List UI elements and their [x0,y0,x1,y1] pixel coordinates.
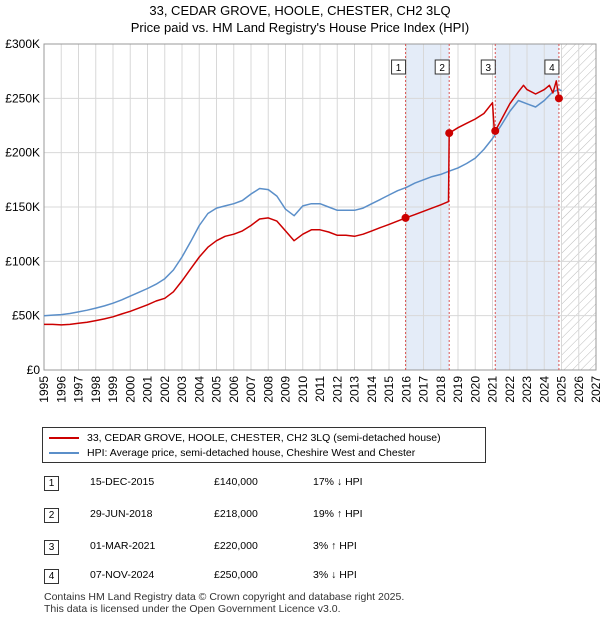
x-tick-label: 2021 [486,376,500,403]
x-tick-label: 2020 [468,376,482,403]
hpi-series-line [43,88,562,317]
sale-point [491,126,500,135]
sale-point [445,129,454,138]
x-tick-label: 1998 [89,376,103,403]
x-tick-label: 2019 [451,376,465,403]
legend-swatch-property [49,436,79,439]
transaction-number: 3 [44,540,59,555]
sale-point [554,94,563,103]
x-tick-label: 2018 [434,376,448,403]
sale-marker-box [480,59,496,75]
transaction-date: 07-NOV-2024 [90,569,155,581]
x-tick-label: 2014 [365,376,379,403]
sale-marker-box [391,59,407,75]
x-tick-label: 2005 [210,376,224,403]
legend-swatch-hpi [49,451,79,454]
legend-item-property: 33, CEDAR GROVE, HOOLE, CHESTER, CH2 3LQ… [49,430,441,445]
x-tick-label: 2001 [141,376,155,403]
x-tick-label: 2006 [227,376,241,403]
transaction-hpi: 3% ↑ HPI [313,540,357,552]
transaction-price: £140,000 [214,476,258,488]
transaction-date: 15-DEC-2015 [90,476,155,488]
chart-title-line2: Price paid vs. HM Land Registry's House … [130,20,470,35]
x-tick-label: 2023 [520,376,534,403]
transaction-price: £220,000 [214,540,258,552]
x-tick-label: 2004 [192,376,206,403]
x-tick-label: 2007 [244,376,258,403]
x-tick-label: 2016 [399,376,413,403]
transaction-date: 01-MAR-2021 [90,540,156,552]
transaction-number: 2 [44,508,59,523]
transaction-hpi: 3% ↓ HPI [313,569,357,581]
x-tick-label: 2009 [279,376,293,403]
legend-label-property: 33, CEDAR GROVE, HOOLE, CHESTER, CH2 3LQ… [87,431,441,444]
chart-title-line1: 33, CEDAR GROVE, HOOLE, CHESTER, CH2 3LQ [149,3,451,18]
x-tick-label: 2000 [123,376,137,403]
x-tick-label: 2002 [158,376,172,403]
plot-area-frame [43,43,597,371]
sale-marker-label: 4 [549,63,555,74]
x-tick-label: 1996 [54,376,68,403]
footer-copyright: Contains HM Land Registry data © Crown c… [44,591,405,603]
y-tick-label: £250K [5,91,40,105]
transaction-price: £250,000 [214,569,258,581]
y-tick-label: £0 [27,363,41,377]
x-tick-label: 2015 [382,376,396,403]
x-tick-label: 1999 [106,376,120,403]
transaction-price: £218,000 [214,508,258,520]
x-tick-label: 2026 [572,376,586,403]
y-tick-label: £50K [12,309,40,323]
sale-marker-label: 2 [439,63,445,74]
sale-marker-box [434,59,450,75]
y-tick-label: £100K [5,254,40,268]
x-tick-label: 2011 [313,376,327,402]
property-series-line [44,80,560,326]
x-tick-label: 1995 [37,376,51,403]
x-tick-label: 2027 [589,376,600,403]
legend: 33, CEDAR GROVE, HOOLE, CHESTER, CH2 3LQ… [42,427,486,463]
y-tick-label: £300K [5,37,40,51]
legend-item-hpi: HPI: Average price, semi-detached house,… [49,445,415,460]
x-tick-label: 2008 [261,376,275,403]
x-tick-label: 2024 [537,376,551,403]
transaction-hpi: 17% ↓ HPI [313,476,363,488]
legend-label-hpi: HPI: Average price, semi-detached house,… [87,446,416,459]
sale-marker-label: 1 [396,63,402,74]
transaction-hpi: 19% ↑ HPI [313,508,363,520]
x-tick-label: 2003 [175,376,189,403]
transaction-date: 29-JUN-2018 [90,508,153,520]
transaction-number: 4 [44,569,59,584]
x-tick-label: 2010 [296,376,310,403]
transaction-number: 1 [44,476,59,491]
sale-marker-label: 3 [485,63,491,74]
y-tick-label: £150K [5,200,40,214]
x-tick-label: 1997 [72,376,86,403]
x-tick-label: 2013 [348,376,362,403]
price-chart: £0 £50K £100K £150K £200K £250K £300K 1995 1996 1… [5,37,600,403]
y-tick-label: £200K [5,146,40,160]
x-tick-label: 2025 [555,376,569,403]
x-tick-label: 2022 [503,376,517,403]
sale-marker-box [544,59,560,75]
x-tick-label: 2017 [417,376,431,403]
footer-license: This data is licensed under the Open Gov… [44,603,341,615]
x-tick-label: 2012 [330,376,344,403]
sale-point [401,213,410,222]
